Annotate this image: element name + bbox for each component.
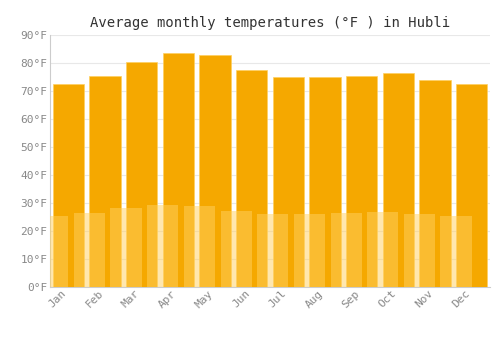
Bar — [310, 77, 340, 287]
Bar — [420, 80, 450, 287]
Bar — [147, 205, 178, 287]
Bar — [404, 215, 435, 287]
Bar — [257, 214, 288, 287]
Bar — [90, 76, 120, 287]
Title: Average monthly temperatures (°F ) in Hubli: Average monthly temperatures (°F ) in Hu… — [90, 16, 450, 30]
Bar — [382, 73, 414, 287]
Bar — [330, 213, 362, 287]
Bar — [184, 206, 215, 287]
Bar — [74, 213, 105, 287]
Bar — [110, 208, 142, 287]
Bar — [126, 62, 157, 287]
Bar — [346, 76, 378, 287]
Bar — [37, 216, 68, 287]
Bar — [236, 70, 267, 287]
Bar — [294, 214, 325, 287]
Bar — [273, 77, 304, 287]
Bar — [200, 55, 230, 287]
Bar — [367, 212, 398, 287]
Bar — [53, 84, 84, 287]
Bar — [220, 211, 252, 287]
Bar — [163, 53, 194, 287]
Bar — [440, 216, 472, 287]
Bar — [456, 84, 487, 287]
